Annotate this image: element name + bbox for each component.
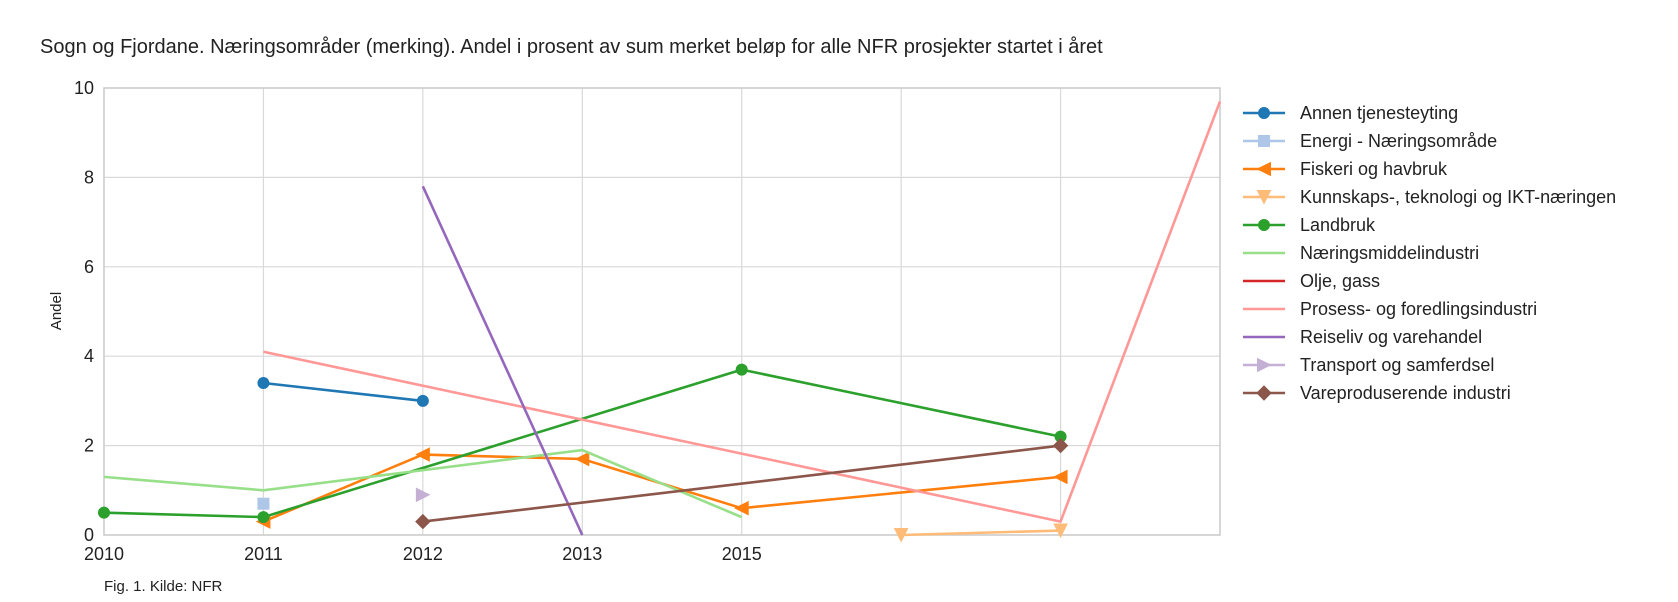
series-line bbox=[422, 444, 1061, 523]
legend-item: Olje, gass bbox=[1243, 271, 1380, 291]
legend-label: Transport og samferdsel bbox=[1300, 355, 1494, 375]
legend-item: Reiseliv og varehandel bbox=[1243, 327, 1482, 347]
legend-item: Annen tjenesteyting bbox=[1243, 103, 1458, 123]
y-tick-label: 10 bbox=[74, 78, 94, 98]
y-tick-label: 6 bbox=[84, 257, 94, 277]
figure-caption: Fig. 1. Kilde: NFR bbox=[104, 578, 223, 595]
x-tick-label: 2013 bbox=[562, 544, 602, 564]
legend-marker bbox=[1258, 107, 1270, 119]
data-point bbox=[257, 497, 270, 510]
plot-border bbox=[103, 87, 1221, 536]
data-point bbox=[574, 451, 590, 467]
legend-label: Vareproduserende industri bbox=[1300, 383, 1511, 403]
series-reiseliv-og-varehandel bbox=[421, 185, 584, 536]
legend-label: Annen tjenesteyting bbox=[1300, 103, 1458, 123]
series-annen-tjenesteyting bbox=[257, 377, 429, 407]
legend-marker bbox=[1256, 385, 1272, 401]
y-tick-label: 2 bbox=[84, 436, 94, 456]
data-point bbox=[415, 487, 431, 503]
x-tick-label: 2010 bbox=[84, 544, 124, 564]
data-point bbox=[415, 513, 431, 530]
legend-marker bbox=[1256, 161, 1271, 177]
data-point bbox=[1052, 469, 1068, 485]
series-line bbox=[103, 448, 743, 519]
legend-marker bbox=[1257, 357, 1272, 373]
chart-title: Sogn og Fjordane. Næringsområder (merkin… bbox=[40, 36, 1103, 58]
legend-label: Kunnskaps-, teknologi og IKT-næringen bbox=[1300, 187, 1616, 207]
legend-marker bbox=[1256, 190, 1272, 205]
data-point bbox=[415, 447, 430, 462]
legend-label: Næringsmiddelindustri bbox=[1300, 243, 1479, 263]
data-point bbox=[416, 394, 429, 407]
series-landbruk bbox=[98, 363, 1067, 524]
y-tick-label: 8 bbox=[84, 167, 94, 187]
data-point bbox=[735, 363, 748, 376]
series-prosess-og-foredlingsindustri bbox=[263, 100, 1222, 523]
series-n-ringsmiddelindustri bbox=[103, 448, 743, 519]
legend-marker bbox=[1258, 135, 1270, 147]
data-point bbox=[893, 528, 909, 543]
legend-label: Olje, gass bbox=[1300, 271, 1380, 291]
series-transport-og-samferdsel bbox=[415, 487, 431, 503]
legend-item: Transport og samferdsel bbox=[1243, 355, 1494, 375]
legend-item: Landbruk bbox=[1243, 215, 1376, 235]
data-point bbox=[1052, 437, 1069, 454]
series-kunnskaps-teknologi-og-ikt-n-ringen bbox=[893, 523, 1068, 543]
series-vareproduserende-industri bbox=[415, 437, 1069, 530]
y-tick-label: 4 bbox=[84, 346, 94, 366]
legend-label: Reiseliv og varehandel bbox=[1300, 327, 1482, 347]
x-tick-label: 2015 bbox=[722, 544, 762, 564]
series-line bbox=[263, 100, 1222, 523]
data-point bbox=[257, 511, 270, 524]
series-energi-n-ringsomr-de bbox=[257, 497, 270, 510]
series-layer bbox=[98, 100, 1222, 543]
legend-item: Næringsmiddelindustri bbox=[1243, 243, 1479, 263]
legend-marker bbox=[1258, 219, 1270, 231]
series-line bbox=[103, 368, 1061, 519]
series-line bbox=[263, 381, 424, 403]
legend-label: Fiskeri og havbruk bbox=[1300, 159, 1448, 179]
x-axis: 2010 2011 2012 2013 2015 bbox=[84, 544, 762, 564]
y-tick-label: 0 bbox=[84, 525, 94, 545]
legend-item: Energi - Næringsområde bbox=[1243, 131, 1497, 151]
x-tick-label: 2012 bbox=[403, 544, 443, 564]
legend-item: Vareproduserende industri bbox=[1243, 383, 1511, 403]
plot-background bbox=[104, 88, 1220, 535]
series-line bbox=[901, 529, 1061, 537]
data-point bbox=[257, 377, 270, 390]
legend-item: Kunnskaps-, teknologi og IKT-næringen bbox=[1243, 187, 1616, 207]
legend-label: Landbruk bbox=[1300, 215, 1376, 235]
legend-label: Prosess- og foredlingsindustri bbox=[1300, 299, 1537, 319]
legend-label: Energi - Næringsområde bbox=[1300, 131, 1497, 151]
legend-item: Fiskeri og havbruk bbox=[1243, 159, 1448, 179]
x-tick-label: 2011 bbox=[244, 544, 283, 564]
data-point bbox=[98, 506, 110, 519]
y-axis-label: Andel bbox=[48, 292, 65, 330]
data-point bbox=[1053, 523, 1068, 539]
legend: Annen tjenesteyting Energi - Næringsområd… bbox=[1243, 103, 1616, 403]
legend-item: Prosess- og foredlingsindustri bbox=[1243, 299, 1537, 319]
data-point bbox=[734, 500, 749, 516]
series-line bbox=[421, 185, 584, 536]
y-axis: 0 2 4 6 8 10 bbox=[74, 78, 94, 545]
